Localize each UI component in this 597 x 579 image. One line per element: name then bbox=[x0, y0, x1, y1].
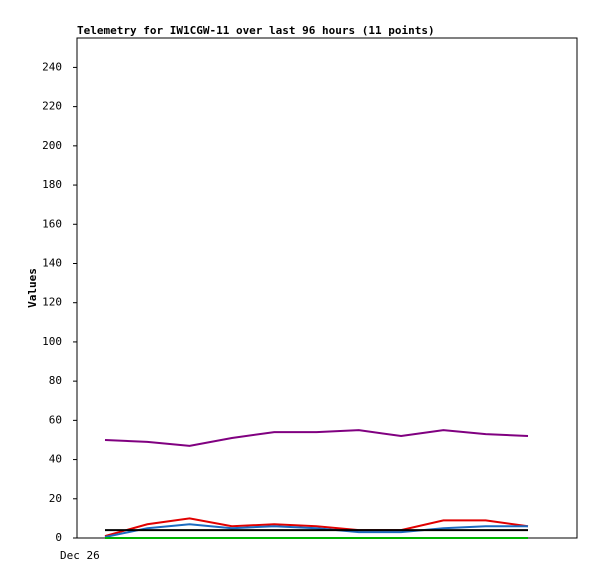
y-tick-label: 240 bbox=[42, 60, 62, 73]
y-tick-label: 120 bbox=[42, 296, 62, 309]
series-line bbox=[104, 523, 528, 538]
y-tick-label: 100 bbox=[42, 335, 62, 348]
y-tick-label: 0 bbox=[55, 531, 62, 544]
y-tick-label: 220 bbox=[42, 100, 62, 113]
y-tick-label: 60 bbox=[49, 413, 62, 426]
series-line bbox=[104, 429, 529, 447]
y-tick-label: 200 bbox=[42, 139, 62, 152]
y-tick-label: 180 bbox=[42, 178, 62, 191]
y-tick-label: 140 bbox=[42, 256, 62, 269]
y-tick-label: 80 bbox=[49, 374, 62, 387]
y-tick-label: 160 bbox=[42, 217, 62, 230]
y-tick-label: 20 bbox=[49, 492, 62, 505]
x-start-label: Dec 26 bbox=[60, 549, 100, 562]
y-axis-label: Values bbox=[26, 268, 39, 308]
series-line bbox=[104, 517, 529, 538]
chart-title: Telemetry for IW1CGW-11 over last 96 hou… bbox=[77, 24, 435, 37]
y-tick-label: 40 bbox=[49, 453, 62, 466]
